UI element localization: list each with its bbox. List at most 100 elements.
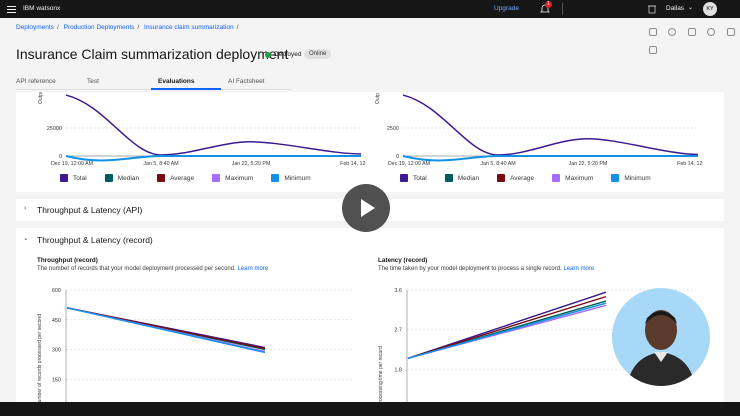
throughput-chart: 6004503001500Number of records processed… — [37, 288, 352, 412]
breadcrumb-deployments[interactable]: Deployments — [16, 24, 54, 31]
legend-item-maximum[interactable]: Maximum — [552, 174, 593, 182]
chevron-right-icon[interactable]: › — [24, 205, 27, 212]
x-tick-label: Jan 5, 8:40 AM — [480, 161, 515, 167]
checkbox-icon[interactable] — [157, 174, 166, 182]
tab-api-reference[interactable]: API reference — [16, 78, 56, 85]
y-axis-label: Processing time per record — [378, 346, 384, 406]
x-tick-label: Jan 22, 5:20 PM — [232, 161, 271, 167]
brand-name[interactable]: IBM watsonx — [23, 5, 61, 12]
y-axis-label: Outp — [375, 93, 381, 104]
top-bar: IBM watsonx Upgrade 1 Dallas ⌄ KY — [0, 0, 740, 18]
panel-icon[interactable] — [649, 46, 657, 54]
output-chart-right: 2500 0 Outp Dec 19, 12:00 AM Jan 5, 8:40 AM J… — [375, 93, 703, 167]
chat-icon[interactable] — [726, 28, 735, 36]
main-content: 25000 0 Outpu Dec 19, 12:00 AM Jan 5, 8:40 A… — [0, 92, 740, 416]
series-line-minimum — [66, 307, 266, 354]
y-tick-label: 450 — [52, 318, 61, 324]
y-tick-label: 150 — [52, 377, 61, 383]
output-chart-left: 25000 0 Outpu Dec 19, 12:00 AM Jan 5, 8:40 A… — [38, 92, 366, 167]
toolbar — [642, 23, 740, 59]
trash-icon[interactable] — [647, 4, 657, 14]
y-tick-label: 2500 — [387, 126, 399, 132]
checkbox-icon[interactable] — [212, 174, 221, 182]
y-tick-label: 0 — [59, 154, 62, 160]
tab-ai-factsheet[interactable]: AI Factsheet — [228, 78, 265, 85]
learn-more-link[interactable]: Learn more — [237, 266, 269, 272]
legend-item-average[interactable]: Average — [497, 174, 534, 182]
x-tick-label: Dec 19, 12:00 AM — [51, 161, 93, 167]
video-control-bar — [0, 402, 740, 416]
presenter-image — [627, 310, 695, 386]
latency-title: Latency (record) — [378, 257, 428, 264]
tab-bar: API reference Test Evaluations AI Factsh… — [16, 74, 292, 90]
series-line-total — [65, 94, 362, 156]
share-icon[interactable] — [687, 28, 696, 36]
legend-item-minimum[interactable]: Minimum — [611, 174, 651, 182]
active-tab-indicator — [151, 88, 221, 90]
checkbox-icon[interactable] — [60, 174, 68, 182]
x-tick-label: Jan 22, 5:20 PM — [569, 161, 608, 167]
series-line-minimum — [402, 155, 698, 162]
legend-item-median[interactable]: Median — [104, 174, 139, 182]
tab-test[interactable]: Test — [87, 78, 99, 85]
checkbox-icon[interactable] — [444, 174, 453, 182]
x-tick-label: Feb 14, 12:00 AM — [677, 161, 703, 167]
checkbox-icon[interactable] — [611, 174, 620, 182]
status-label: Deployed — [274, 51, 302, 58]
legend-item-average[interactable]: Average — [157, 174, 194, 182]
chevron-down-icon[interactable]: ⌄ — [688, 5, 694, 11]
series-line-average — [407, 295, 607, 359]
legend-item-total[interactable]: Total — [400, 174, 427, 182]
y-tick-label: 25000 — [47, 126, 62, 132]
series-line-total — [407, 291, 607, 359]
series-line-minimum — [65, 155, 361, 162]
play-button[interactable] — [342, 184, 390, 232]
x-tick-label: Feb 14, 12:00 AM — [340, 161, 366, 167]
chevron-down-icon[interactable]: ⌄ — [23, 235, 29, 242]
divider — [562, 3, 563, 15]
checkbox-icon[interactable] — [400, 174, 408, 182]
online-badge: Online — [304, 49, 332, 59]
x-tick-label: Dec 19, 12:00 AM — [388, 161, 430, 167]
region-selector[interactable]: Dallas — [666, 5, 685, 12]
throughput-title: Throughput (record) — [37, 257, 98, 264]
page-title: Insurance Claim summarization deployment — [16, 46, 289, 62]
upgrade-link[interactable]: Upgrade — [494, 5, 519, 12]
avatar[interactable]: KY — [703, 2, 717, 16]
breadcrumb-current[interactable]: Insurance claim summarization — [144, 24, 234, 31]
checkbox-icon[interactable] — [497, 174, 506, 182]
legend-left: Total Median Average Maximum Minimum — [60, 174, 329, 182]
y-tick-label: 3.6 — [394, 288, 402, 294]
legend-item-maximum[interactable]: Maximum — [212, 174, 253, 182]
output-charts-card: 25000 0 Outpu Dec 19, 12:00 AM Jan 5, 8:40 A… — [16, 92, 724, 192]
deployment-status: Deployed — [265, 51, 301, 58]
accordion-record: ⌄ Throughput & Latency (record) Throughp… — [16, 228, 724, 416]
y-axis-label: Outpu — [38, 92, 44, 104]
legend-right: Total Median Average Maximum Minimum — [400, 174, 669, 182]
x-tick-label: Jan 5, 8:40 AM — [143, 161, 178, 167]
legend-item-total[interactable]: Total — [60, 174, 87, 182]
legend-item-minimum[interactable]: Minimum — [271, 174, 311, 182]
checkbox-icon[interactable] — [552, 174, 561, 182]
y-tick-label: 1.8 — [394, 367, 402, 373]
breadcrumb-production[interactable]: Production Deployments — [63, 24, 135, 31]
learn-more-link[interactable]: Learn more — [563, 266, 595, 272]
y-tick-label: 2.7 — [394, 328, 402, 334]
info-icon[interactable] — [668, 28, 677, 36]
checkbox-icon[interactable] — [271, 174, 280, 182]
throughput-desc: The number of records that your model de… — [37, 266, 269, 272]
breadcrumb: Deployments / Production Deployments / Ins… — [16, 24, 239, 31]
accordion-title-api[interactable]: Throughput & Latency (API) — [37, 205, 143, 215]
series-line-minimum — [407, 302, 607, 359]
y-tick-label: 600 — [52, 288, 61, 294]
legend-item-median[interactable]: Median — [444, 174, 479, 182]
y-tick-label: 300 — [52, 348, 61, 354]
y-axis-label: Number of records processed per second — [37, 314, 43, 406]
presenter-video-thumbnail — [612, 288, 710, 386]
tab-evaluations[interactable]: Evaluations — [158, 78, 195, 85]
delete-icon[interactable] — [649, 28, 657, 36]
checkbox-icon[interactable] — [104, 174, 113, 182]
accordion-title-record[interactable]: Throughput & Latency (record) — [37, 235, 153, 245]
hamburger-menu-icon[interactable] — [7, 4, 16, 14]
history-icon[interactable] — [707, 28, 716, 36]
